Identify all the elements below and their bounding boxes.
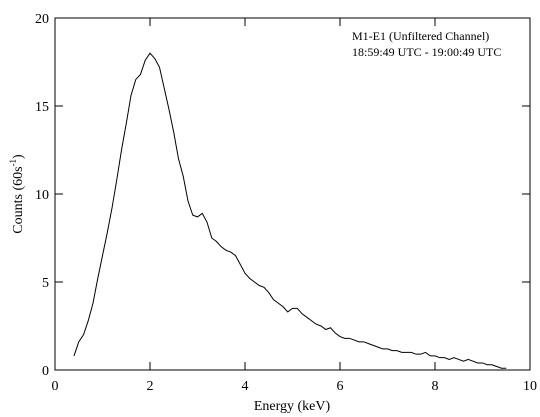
x-tick-label: 8 — [432, 379, 439, 394]
x-tick-label: 6 — [337, 379, 344, 394]
line-series — [73, 52, 507, 369]
x-tick-label: 4 — [242, 379, 249, 394]
y-axis-title-main: Counts (60s — [11, 166, 26, 233]
annotation: M1-E1 (Unfiltered Channel) — [352, 29, 489, 43]
y-axis-title-sup: -1 — [8, 159, 18, 167]
x-tick-label: 10 — [523, 379, 537, 394]
y-tick-label: 5 — [42, 276, 49, 291]
y-axis-title: Counts (60s-1) — [8, 154, 26, 234]
y-axis-title-end: ) — [11, 154, 26, 159]
x-axis-title: Energy (keV) — [254, 399, 331, 414]
y-tick-label: 20 — [35, 12, 49, 27]
y-tick-label: 0 — [42, 364, 49, 379]
y-tick-label: 10 — [35, 188, 49, 203]
annotation: 18:59:49 UTC - 19:00:49 UTC — [352, 45, 501, 59]
x-tick-label: 0 — [52, 379, 59, 394]
x-tick-label: 2 — [147, 379, 154, 394]
y-tick-label: 15 — [35, 100, 49, 115]
plot-frame — [54, 17, 531, 371]
